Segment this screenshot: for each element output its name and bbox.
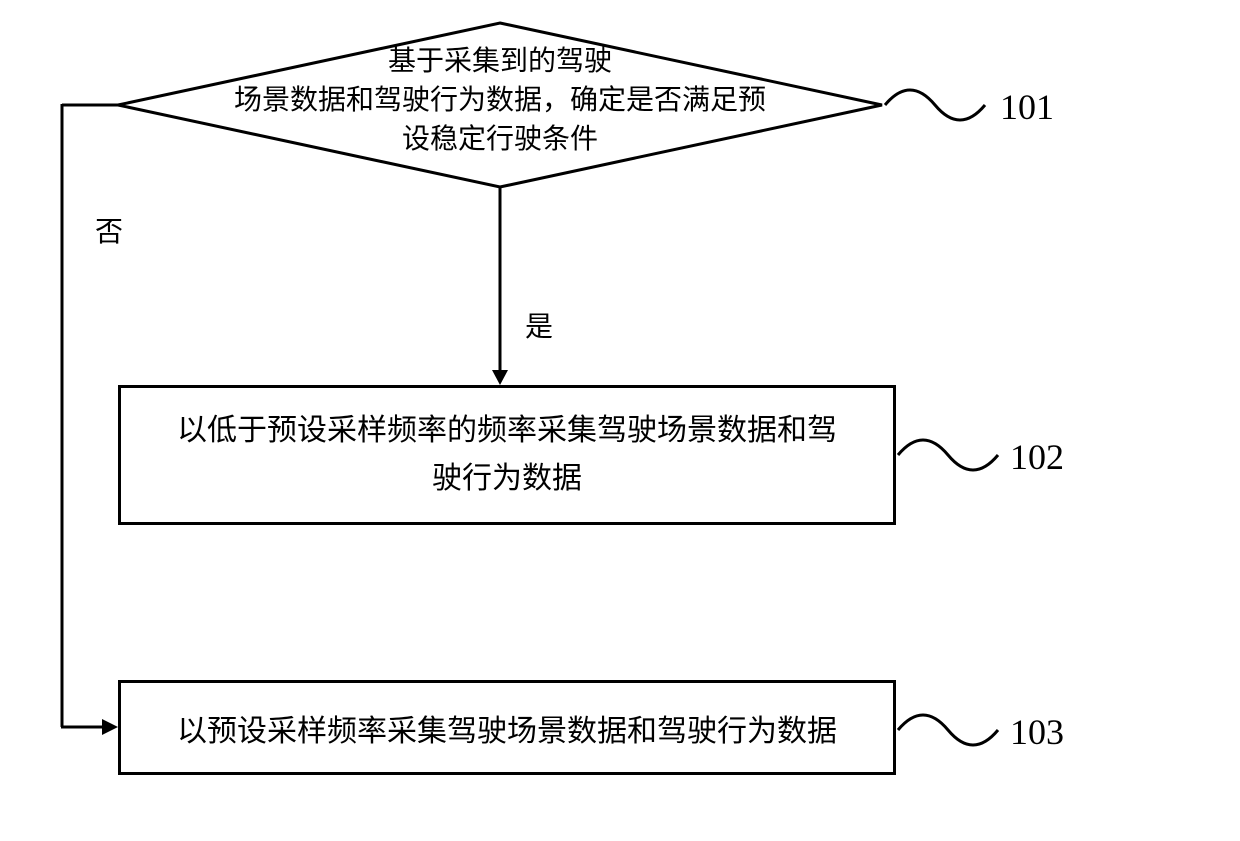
box-103-line-1: 以预设采样频率采集驾驶场景数据和驾驶行为数据 <box>177 706 837 750</box>
arrow-decision-to-102 <box>490 186 510 388</box>
box-102-line-1: 以低于预设采样频率的频率采集驾驶场景数据和驾 <box>177 407 837 455</box>
edge-label-no: 否 <box>95 210 123 250</box>
edge-label-yes: 是 <box>525 305 553 345</box>
process-box-103: 以预设采样频率采集驾驶场景数据和驾驶行为数据 <box>118 680 896 775</box>
wave-102 <box>893 420 1023 490</box>
step-label-103: 103 <box>1010 711 1064 753</box>
process-box-102: 以低于预设采样频率的频率采集驾驶场景数据和驾 驶行为数据 <box>118 385 896 525</box>
decision-text: 基于采集到的驾驶 场景数据和驾驶行为数据，确定是否满足预 设稳定行驶条件 <box>220 42 780 160</box>
decision-line-2: 场景数据和驾驶行为数据，确定是否满足预 <box>234 81 766 120</box>
decision-line-1: 基于采集到的驾驶 <box>388 42 612 81</box>
step-label-101: 101 <box>1000 86 1054 128</box>
box-102-line-2: 驶行为数据 <box>432 455 582 503</box>
decision-line-3: 设稳定行驶条件 <box>402 120 598 159</box>
step-label-102: 102 <box>1010 436 1064 478</box>
wave-101 <box>880 70 1010 140</box>
wave-103 <box>893 695 1023 765</box>
